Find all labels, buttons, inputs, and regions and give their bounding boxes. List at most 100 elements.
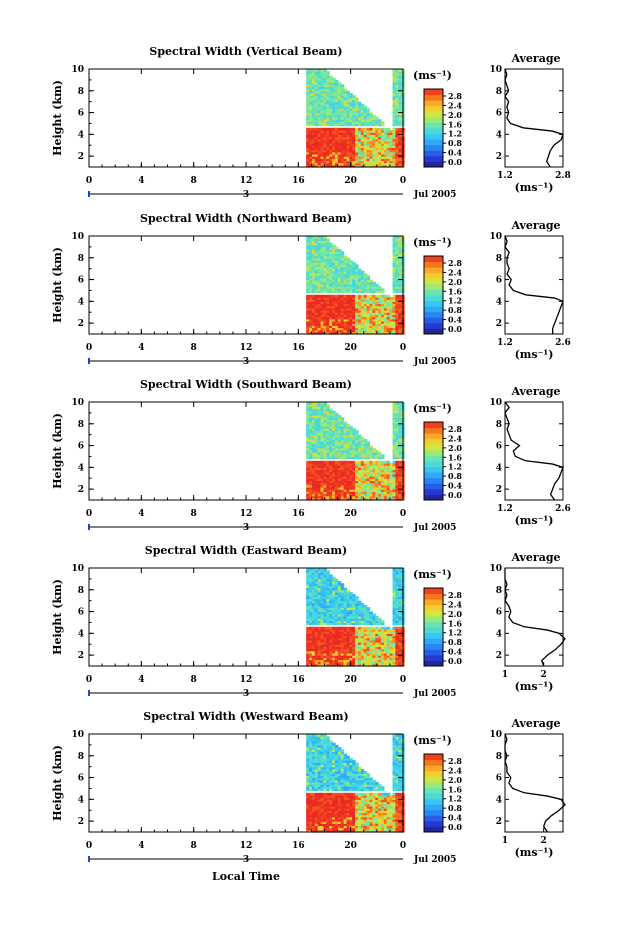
heatmap-cell: [309, 99, 313, 103]
heatmap-cell: [306, 663, 310, 667]
heatmap-cell: [329, 456, 333, 460]
heatmap-cell: [375, 480, 379, 484]
heatmap-cell: [352, 138, 356, 142]
heatmap-cell: [340, 312, 345, 315]
heatmap-cell: [323, 127, 327, 131]
heatmap-cell: [334, 290, 339, 294]
heatmap-cell: [311, 423, 316, 427]
heatmap-cell: [395, 294, 399, 298]
heatmap-cell: [381, 644, 385, 647]
heatmap-cell: [314, 607, 319, 610]
heatmap-cell: [329, 127, 333, 131]
heatmap-cell: [355, 307, 359, 311]
heatmap-cell: [334, 467, 339, 471]
heatmap-cell: [375, 138, 379, 142]
heatmap-cell: [352, 434, 356, 438]
heatmap-cell: [355, 633, 359, 637]
heatmap-cell: [398, 620, 402, 624]
heatmap-cell: [352, 489, 356, 492]
heatmap-cell: [369, 652, 373, 656]
heatmap-cell: [314, 277, 319, 281]
heatmap-cell: [395, 570, 399, 573]
heatmap-cell: [343, 587, 348, 591]
heatmap-cell: [337, 316, 342, 320]
heatmap-cell: [317, 281, 322, 285]
heatmap-cell: [323, 585, 327, 589]
heatmap-cell: [306, 242, 310, 246]
heatmap-cell: [357, 626, 362, 630]
heatmap-cell: [375, 307, 379, 311]
heatmap-cell: [326, 86, 330, 90]
heatmap-cell: [306, 149, 310, 153]
heatmap-cell: [320, 277, 325, 281]
heatmap-cell: [372, 158, 376, 162]
heatmap-cell: [389, 301, 394, 305]
heatmap-cell: [323, 281, 327, 285]
heatmap-cell: [366, 310, 371, 313]
heatmap-cell: [317, 570, 322, 573]
heatmap-cell: [323, 123, 327, 127]
colorbar-segment: [424, 455, 443, 462]
heatmap-cell: [317, 581, 322, 584]
heatmap-cell: [311, 320, 316, 324]
heatmap-cell: [372, 650, 376, 654]
heatmap-cell: [381, 484, 385, 488]
heatmap-cell: [314, 489, 319, 492]
heatmap-cell: [329, 587, 333, 591]
heatmap-cell: [309, 290, 313, 294]
heatmap-cell: [389, 631, 394, 634]
heatmap-cell: [311, 114, 316, 118]
heatmap-cell: [395, 402, 399, 405]
heatmap-cell: [366, 279, 371, 283]
heatmap-cell: [346, 312, 350, 315]
heatmap-cell: [343, 618, 348, 621]
heatmap-cell: [355, 114, 359, 118]
heatmap-cell: [314, 136, 319, 140]
heatmap-cell: [375, 301, 379, 305]
heatmap-cell: [395, 568, 399, 571]
heatmap-cell: [349, 622, 353, 626]
heatmap-cell: [392, 294, 397, 298]
heatmap-cell: [311, 156, 316, 159]
heatmap-cell: [378, 620, 382, 624]
heatmap-cell: [346, 294, 350, 298]
heatmap-cell: [389, 153, 394, 157]
heatmap-cell: [309, 663, 313, 667]
heatmap-cell: [392, 97, 397, 101]
heatmap-cell: [309, 441, 313, 444]
heatmap-cell: [389, 310, 394, 313]
heatmap-cell: [346, 620, 350, 624]
heatmap-cell: [349, 618, 353, 621]
heatmap-cell: [311, 402, 316, 405]
heatmap-cell: [389, 478, 394, 481]
heatmap-cell: [355, 101, 359, 105]
heatmap-cell: [378, 151, 382, 155]
heatmap-cell: [355, 327, 359, 331]
heatmap-cell: [343, 452, 348, 455]
heatmap-cell: [306, 460, 310, 464]
heatmap-cell: [332, 581, 336, 584]
heatmap-cell: [375, 136, 379, 140]
heatmap-cell: [375, 657, 379, 661]
heatmap-cell: [346, 318, 350, 322]
heatmap-cell: [337, 290, 342, 294]
heatmap-cell: [320, 460, 325, 464]
heatmap-cell: [381, 314, 385, 318]
heatmap-cell: [320, 447, 325, 451]
heatmap-cell: [360, 138, 365, 142]
heatmap-cell: [392, 156, 397, 159]
heatmap-cell: [311, 312, 316, 315]
heatmap-cell: [352, 471, 356, 475]
heatmap-cell: [314, 249, 319, 252]
heatmap-cell: [311, 294, 316, 298]
heatmap-cell: [355, 331, 359, 335]
heatmap-cell: [337, 598, 342, 602]
heatmap-cell: [381, 493, 385, 497]
heatmap-cell: [337, 650, 342, 654]
heatmap-cell: [314, 140, 319, 144]
heatmap-cell: [317, 482, 322, 486]
heatmap-cell: [337, 320, 342, 324]
heatmap-cell: [392, 609, 397, 613]
heatmap-cell: [311, 419, 316, 423]
heatmap-cell: [392, 307, 397, 311]
